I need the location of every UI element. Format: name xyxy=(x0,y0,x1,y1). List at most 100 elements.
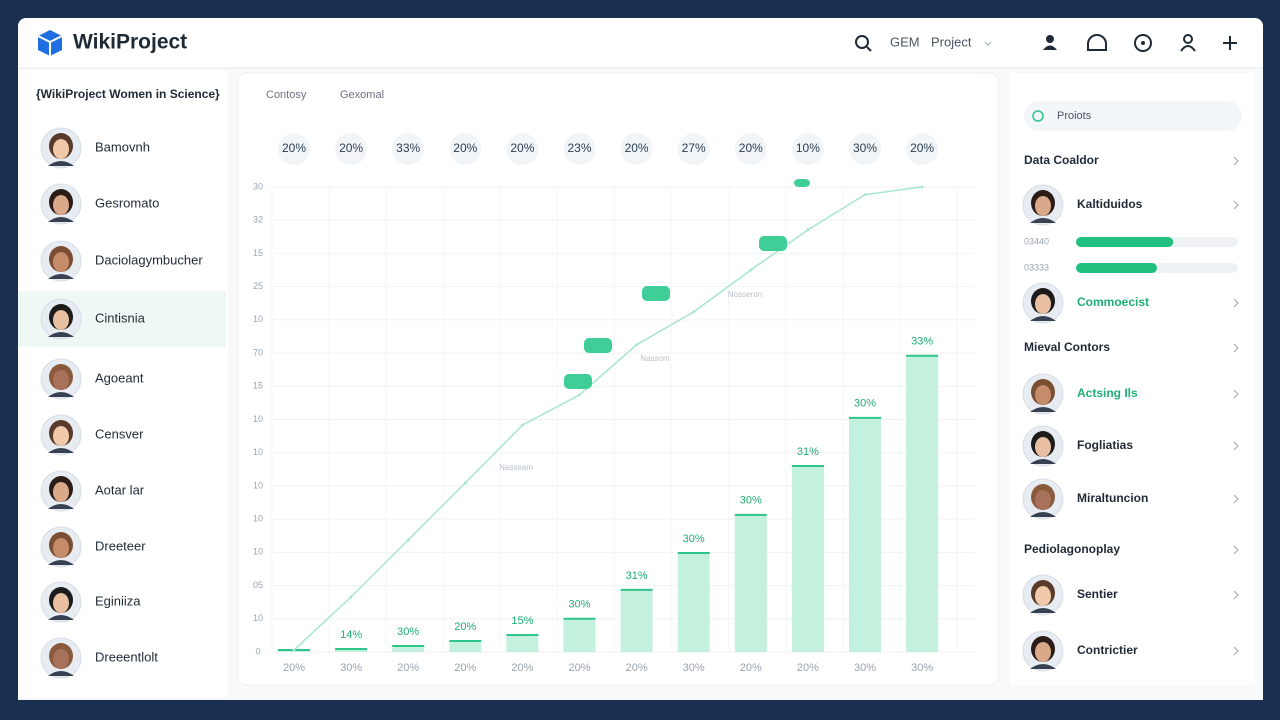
person-name[interactable]: Sentier xyxy=(1077,587,1118,601)
y-tick-label: 10 xyxy=(253,447,263,457)
avatar xyxy=(40,298,82,340)
top-label-bg xyxy=(506,133,539,165)
avatar-body xyxy=(48,274,74,279)
line-point xyxy=(635,343,639,347)
avatar-face xyxy=(53,426,69,446)
y-tick-label: 0 xyxy=(255,646,260,656)
avatar xyxy=(40,358,82,400)
nav-item[interactable]: Project xyxy=(931,34,972,49)
x-tick-label: 20% xyxy=(797,662,819,674)
user-icon[interactable] xyxy=(1043,35,1057,50)
x-tick-label: 20% xyxy=(454,662,476,674)
person-name[interactable]: Actsing Ils xyxy=(1077,386,1138,400)
bar-label: 30% xyxy=(397,626,419,638)
avatar-face xyxy=(53,370,69,390)
top-label: 20% xyxy=(739,141,763,155)
tab[interactable]: Gexomal xyxy=(340,89,384,101)
top-label: 30% xyxy=(853,141,877,155)
trend-line xyxy=(293,186,923,651)
person-name[interactable]: Fogliatias xyxy=(1077,438,1133,452)
avatar-face xyxy=(1035,642,1051,662)
bell-icon[interactable] xyxy=(1087,34,1107,51)
top-label: 10% xyxy=(796,141,820,155)
bar-label: 30% xyxy=(854,398,876,410)
chevron xyxy=(1233,389,1239,399)
profile-icon[interactable] xyxy=(1180,34,1196,52)
person-name[interactable]: Censver xyxy=(95,426,144,441)
y-tick-label: 10 xyxy=(253,414,263,424)
avatar-body xyxy=(48,448,74,453)
avatar-body xyxy=(1030,218,1056,223)
bar xyxy=(791,466,824,652)
person-name[interactable]: Kaltiduidos xyxy=(1077,197,1143,211)
person-name[interactable]: Miraltuncion xyxy=(1077,491,1148,505)
annotation: Nasseam xyxy=(499,463,533,472)
avatar-face xyxy=(1035,385,1051,405)
bar xyxy=(335,649,368,652)
line-point xyxy=(349,595,353,599)
top-label: 20% xyxy=(453,141,477,155)
avatar-face xyxy=(53,139,69,159)
avatar-face xyxy=(1035,586,1051,606)
top-label-bg xyxy=(734,133,767,165)
x-tick-label: 20% xyxy=(568,662,590,674)
chevron xyxy=(1233,200,1239,210)
dropdown-caret[interactable] xyxy=(984,41,992,46)
person-name[interactable]: Agoeant xyxy=(95,370,144,385)
avatar-body xyxy=(48,217,74,222)
logo-text: WikiProject xyxy=(73,31,187,54)
tab[interactable]: Contosy xyxy=(266,89,307,101)
search-icon[interactable] xyxy=(855,35,872,52)
top-label-bg xyxy=(791,133,824,165)
y-tick-label: 10 xyxy=(253,547,263,557)
person-name[interactable]: Gesromato xyxy=(95,195,159,210)
person-name[interactable]: Aotar lar xyxy=(95,482,145,497)
x-tick-label: 20% xyxy=(283,662,305,674)
person-name[interactable]: Cintisnia xyxy=(95,310,146,325)
avatar xyxy=(40,637,82,679)
chevron xyxy=(1233,545,1239,555)
x-tick-label: 20% xyxy=(740,662,762,674)
avatar-body xyxy=(48,161,74,166)
line-point xyxy=(692,310,696,314)
bar-label: 20% xyxy=(454,621,476,633)
avatar-body xyxy=(48,671,74,676)
nav-item[interactable]: GEM xyxy=(890,34,920,49)
person-name[interactable]: Bamovnh xyxy=(95,139,150,154)
avatar xyxy=(40,127,82,169)
bar xyxy=(392,646,425,652)
search-text[interactable]: Proiots xyxy=(1057,110,1092,122)
person-name[interactable]: Daciolagymbucher xyxy=(95,252,203,267)
add-icon[interactable] xyxy=(1223,36,1237,50)
line-point xyxy=(292,648,296,652)
top-label: 33% xyxy=(396,141,420,155)
bar xyxy=(677,553,710,652)
bar xyxy=(506,635,539,652)
x-tick-label: 20% xyxy=(626,662,648,674)
person-name[interactable]: Contrictier xyxy=(1077,643,1138,657)
callout xyxy=(564,374,592,389)
avatar xyxy=(40,240,82,282)
avatar xyxy=(1022,184,1064,226)
bar xyxy=(849,417,881,652)
person-name[interactable]: Dreeteer xyxy=(95,538,146,553)
bar xyxy=(449,641,482,652)
chevron xyxy=(1233,156,1239,166)
top-label-bg xyxy=(278,133,310,165)
person-name[interactable]: Eginiiza xyxy=(95,593,141,608)
section-title: Mieval Contors xyxy=(1024,340,1110,354)
top-label-bg xyxy=(620,133,653,165)
avatar-body xyxy=(1030,608,1056,613)
search-pill[interactable] xyxy=(1024,101,1242,131)
person-name[interactable]: Dreeentlolt xyxy=(95,649,158,664)
callout xyxy=(759,236,787,251)
clock-icon[interactable] xyxy=(1134,34,1152,52)
chevron xyxy=(1233,646,1239,656)
person-name[interactable]: Commoecist xyxy=(1077,295,1149,309)
avatar-face xyxy=(53,252,69,272)
section-title: Pediolagonoplay xyxy=(1024,542,1120,556)
avatar-body xyxy=(1030,459,1056,464)
avatar-face xyxy=(53,482,69,502)
y-tick-label: 10 xyxy=(253,480,263,490)
